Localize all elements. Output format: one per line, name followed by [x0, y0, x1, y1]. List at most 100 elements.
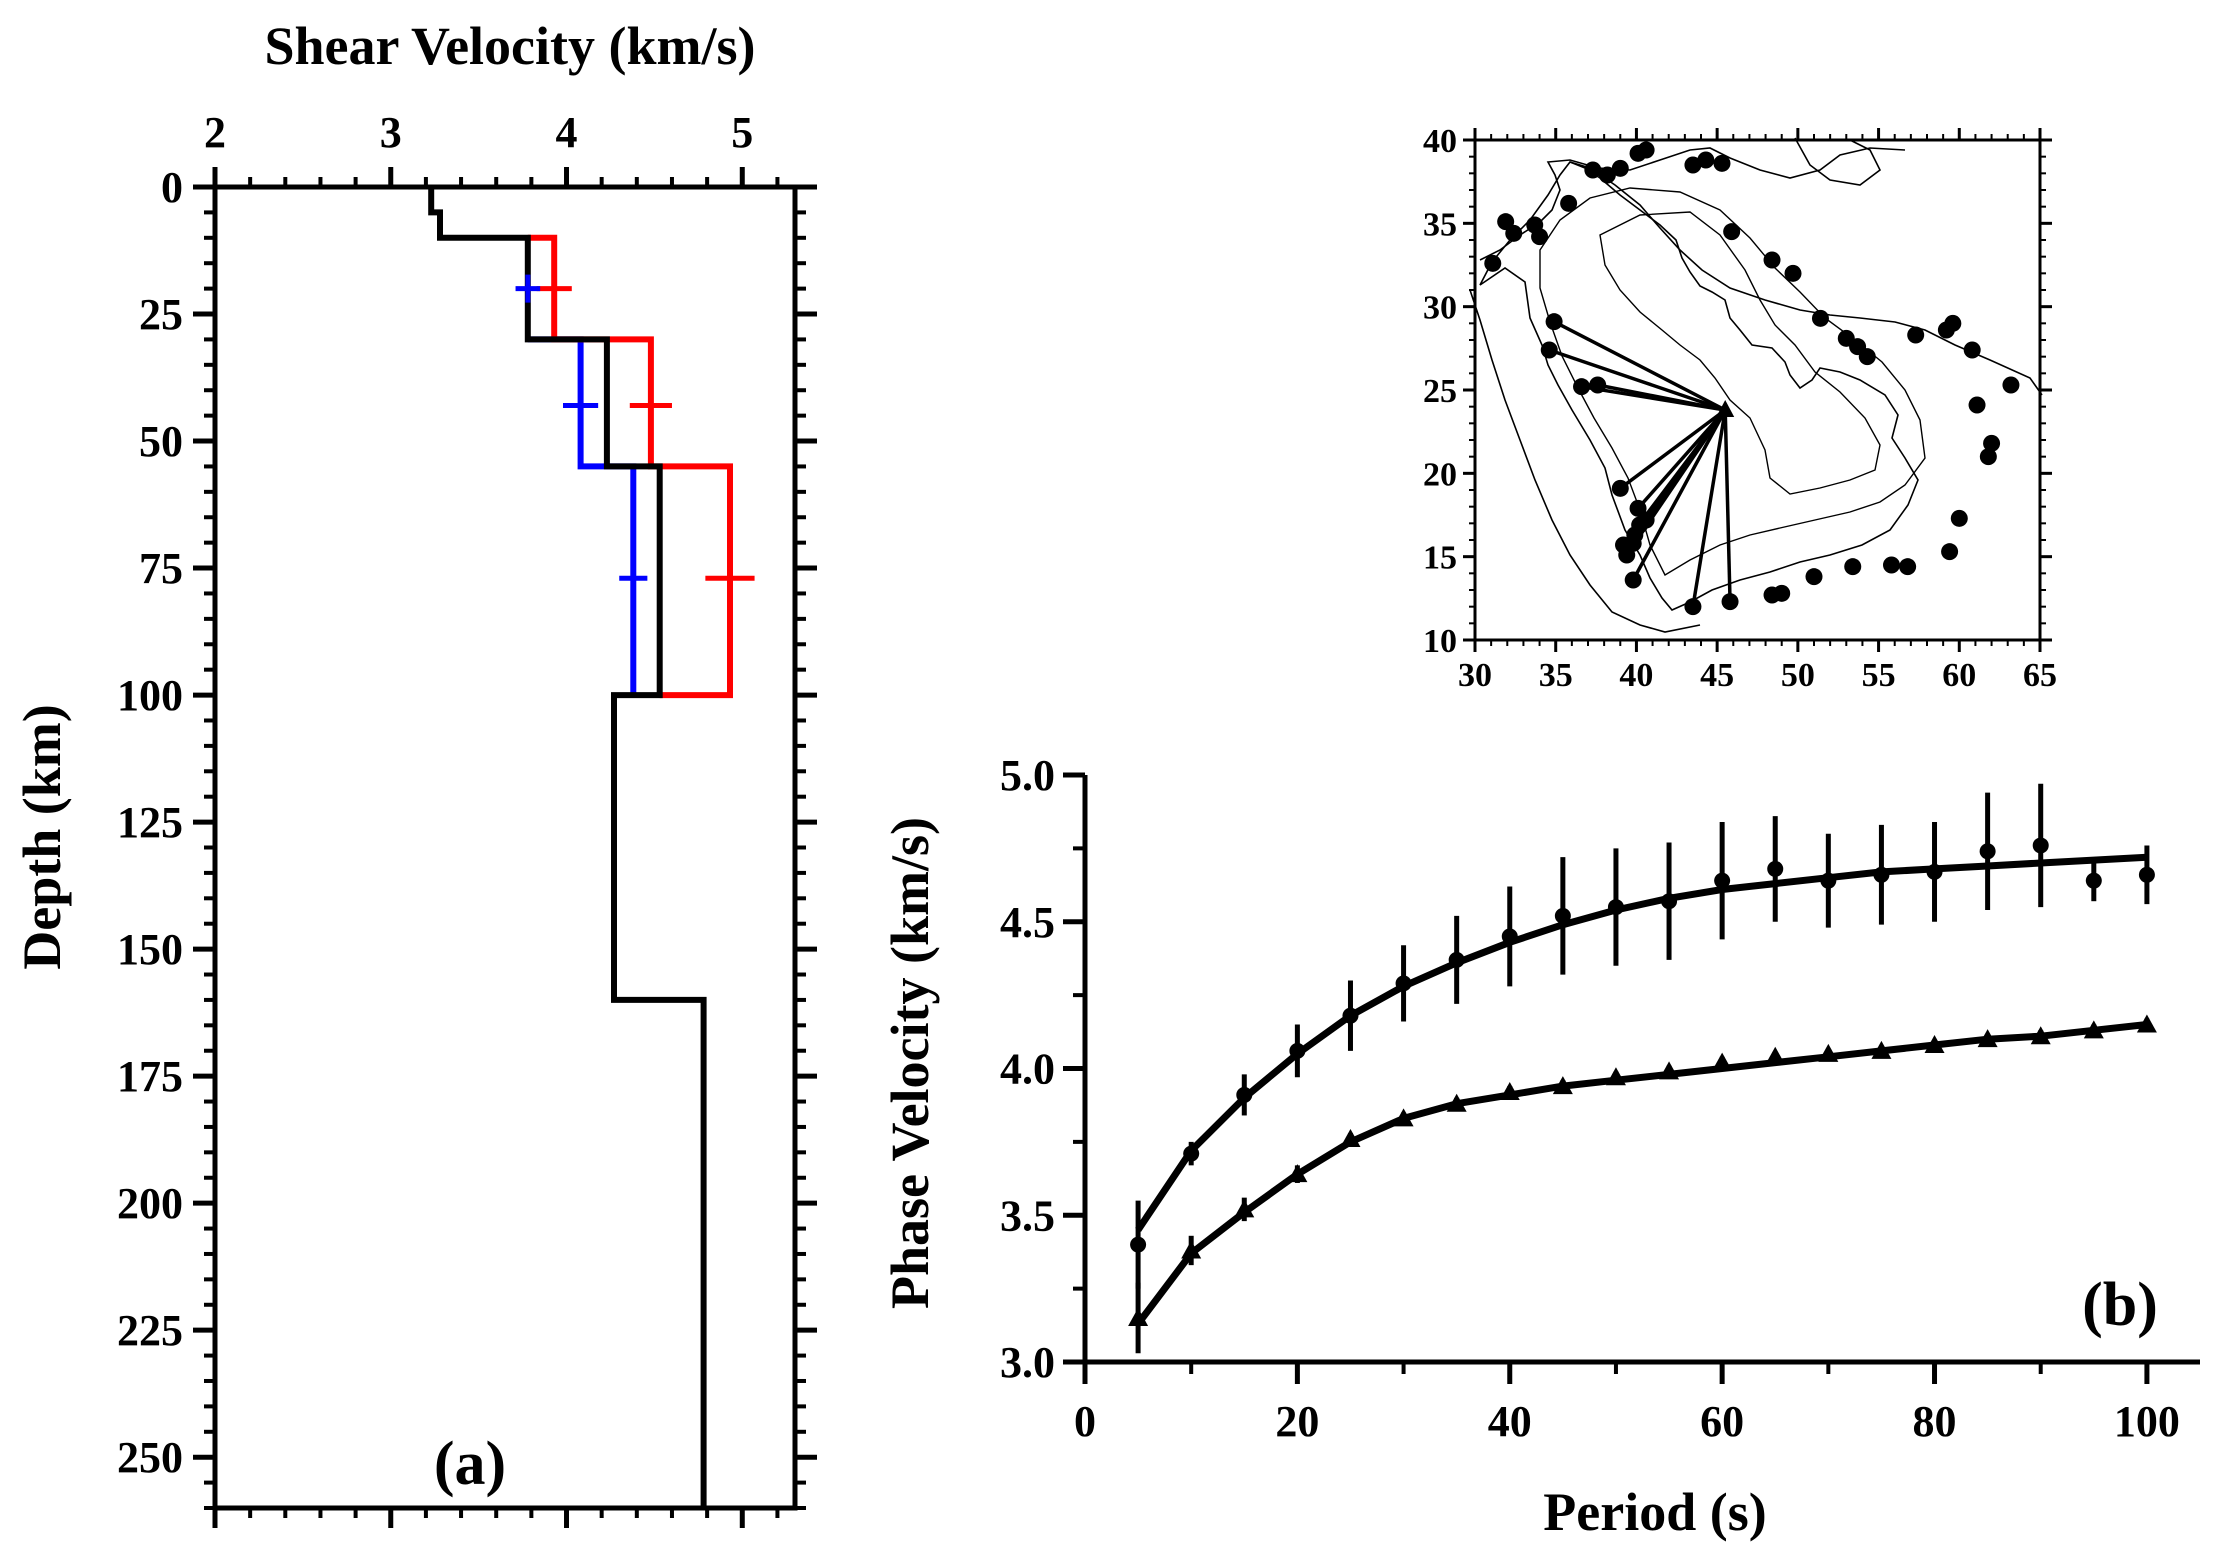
map-event-dot [1624, 571, 1642, 589]
panel-b-data-point-circle [1501, 928, 1518, 945]
map-event-dot [1697, 151, 1715, 169]
panel-b-x-tick-label: 0 [1074, 1397, 1096, 1446]
panel-b-data-point-triangle [1871, 1040, 1892, 1059]
panel-b-series [1128, 783, 2157, 1354]
map-event-dot [1531, 228, 1549, 246]
map-event-dot [1545, 313, 1563, 331]
panel-a-x-ticks: 2 3 4 5 [204, 108, 780, 1528]
coastline-iran [1569, 161, 2043, 396]
panel-a-x-tick-label: 3 [380, 108, 402, 157]
panel-b-data-point-triangle [2083, 1020, 2104, 1039]
panel-b-data-point-circle [1873, 866, 1890, 883]
panel-b-y-tick-label: 3.0 [1000, 1338, 1055, 1387]
map-event-dot [1611, 159, 1629, 177]
map-y-ticks: 10 15 20 25 30 35 40 [1423, 123, 2052, 660]
panel-a-y-tick-label: 25 [139, 290, 183, 339]
panel-b-x-tick-label: 60 [1700, 1397, 1744, 1446]
coastline-mediterranean [1479, 147, 1906, 261]
panel-a-y-tick-label: 150 [117, 925, 183, 974]
map-event-dot [1540, 341, 1558, 359]
map-event-dot [1721, 593, 1739, 611]
map-event-dot [1907, 326, 1925, 344]
panel-a-y-tick-label: 250 [117, 1433, 183, 1482]
map-events [1484, 141, 2020, 616]
panel-b-data-point-circle [1448, 951, 1465, 968]
map-station [1716, 400, 1735, 417]
panel-b-y-tick-label: 3.5 [1000, 1191, 1055, 1240]
panel-a-axes [212, 184, 798, 1511]
panel-b-data-point-circle [1926, 863, 1943, 880]
panel-b-data-point-circle [1395, 975, 1412, 992]
map-event-dot [1589, 376, 1607, 394]
panel-b-data-point-circle [1236, 1086, 1253, 1103]
panel-b-data-point-triangle [1818, 1043, 1839, 1062]
panel-b-data-point-triangle [1605, 1067, 1626, 1086]
panel-b-data-point-circle [2085, 872, 2102, 889]
panel-b-data-point-circle [1979, 843, 1996, 860]
map-y-tick-label: 35 [1423, 206, 1457, 243]
panel-a-error-marks [515, 274, 755, 593]
panel-b-data-point-triangle [1552, 1076, 1573, 1095]
map-event-dot [1505, 224, 1523, 242]
panel-b-x-tick-label: 80 [1913, 1397, 1957, 1446]
panel-b-data-point-triangle [1659, 1061, 1680, 1080]
map-event-dot [1805, 568, 1823, 586]
panel-a-y-tick-label: 50 [139, 417, 183, 466]
map-event-dot [1723, 223, 1741, 241]
coastline-arabian-peninsula [1479, 161, 1919, 611]
panel-b-data-point-circle [1820, 872, 1837, 889]
panel-b-data-point-triangle [1977, 1029, 1998, 1048]
panel-b-data-point-triangle [1234, 1199, 1255, 1218]
panel-b-data-point-triangle [1340, 1128, 1361, 1147]
map-event-dot [1713, 154, 1731, 172]
coastline-africa [1469, 289, 1701, 633]
map-x-tick-label: 50 [1781, 657, 1815, 694]
panel-a-y-tick-label: 0 [161, 163, 183, 212]
panel-b-data-point-circle [1554, 907, 1571, 924]
panel-a-velocity-profile [428, 187, 707, 1508]
map-event-dot [1811, 309, 1829, 327]
map-event-dot [1560, 194, 1578, 212]
map-y-tick-label: 20 [1423, 456, 1457, 493]
panel-b-data-point-circle [1607, 899, 1624, 916]
map-y-tick-label: 10 [1423, 623, 1457, 660]
map-event-dot [1844, 558, 1862, 576]
panel-b-data-point-circle [1130, 1236, 1147, 1253]
panel-b-data-point-circle [2138, 866, 2155, 883]
panel-a-y-tick-label: 100 [117, 671, 183, 720]
panel-a-y-tick-label: 200 [117, 1179, 183, 1228]
panel-b-data-point-triangle [1181, 1240, 1202, 1259]
panel-b-y-axis-label: Phase Velocity (km/s) [880, 817, 940, 1309]
panel-a-x-tick-label: 2 [204, 108, 226, 157]
map-x-tick-label: 60 [1942, 657, 1976, 694]
panel-b-data-point-circle [1342, 1007, 1359, 1024]
map-ray-path [1691, 409, 1727, 607]
panel-b-data-point-triangle [1446, 1093, 1467, 1112]
contour-inner [1599, 211, 1881, 495]
map-event-dot [1899, 558, 1917, 576]
inset-map: 30 35 40 45 50 55 60 65 10 15 20 25 30 35 40 [1423, 123, 2057, 694]
panel-b-fit-curve [1135, 853, 2148, 1232]
panel-a-y-tick-label: 125 [117, 798, 183, 847]
panel-b-dispersion: 0 20 40 60 80 100 3.03.54.04.55.0 Period (s) … [880, 751, 2200, 1542]
coastline-caspian [1794, 137, 1882, 186]
map-event-dot [1684, 598, 1702, 616]
map-ray-path [1597, 383, 1726, 412]
panel-b-x-ticks: 0 20 40 60 80 100 [1074, 1362, 2180, 1446]
map-x-tick-label: 45 [1700, 657, 1734, 694]
panel-a-x-tick-label: 4 [556, 108, 578, 157]
map-border [1473, 138, 2042, 642]
map-event-dot [1882, 556, 1900, 574]
map-event-dot [1598, 166, 1616, 184]
map-event-dot [1944, 314, 1962, 332]
map-event-dot [1983, 434, 2001, 452]
map-event-dot [1941, 543, 1959, 561]
map-ray-path [1723, 409, 1732, 602]
map-x-tick-label: 40 [1619, 657, 1653, 694]
map-ray-path [1548, 348, 1726, 412]
panel-b-x-tick-label: 20 [1275, 1397, 1319, 1446]
panel-a-y-tick-label: 175 [117, 1052, 183, 1101]
panel-b-data-point-circle [1714, 872, 1731, 889]
map-event-dot [1573, 378, 1591, 396]
panel-b-data-point-triangle [1765, 1046, 1786, 1065]
